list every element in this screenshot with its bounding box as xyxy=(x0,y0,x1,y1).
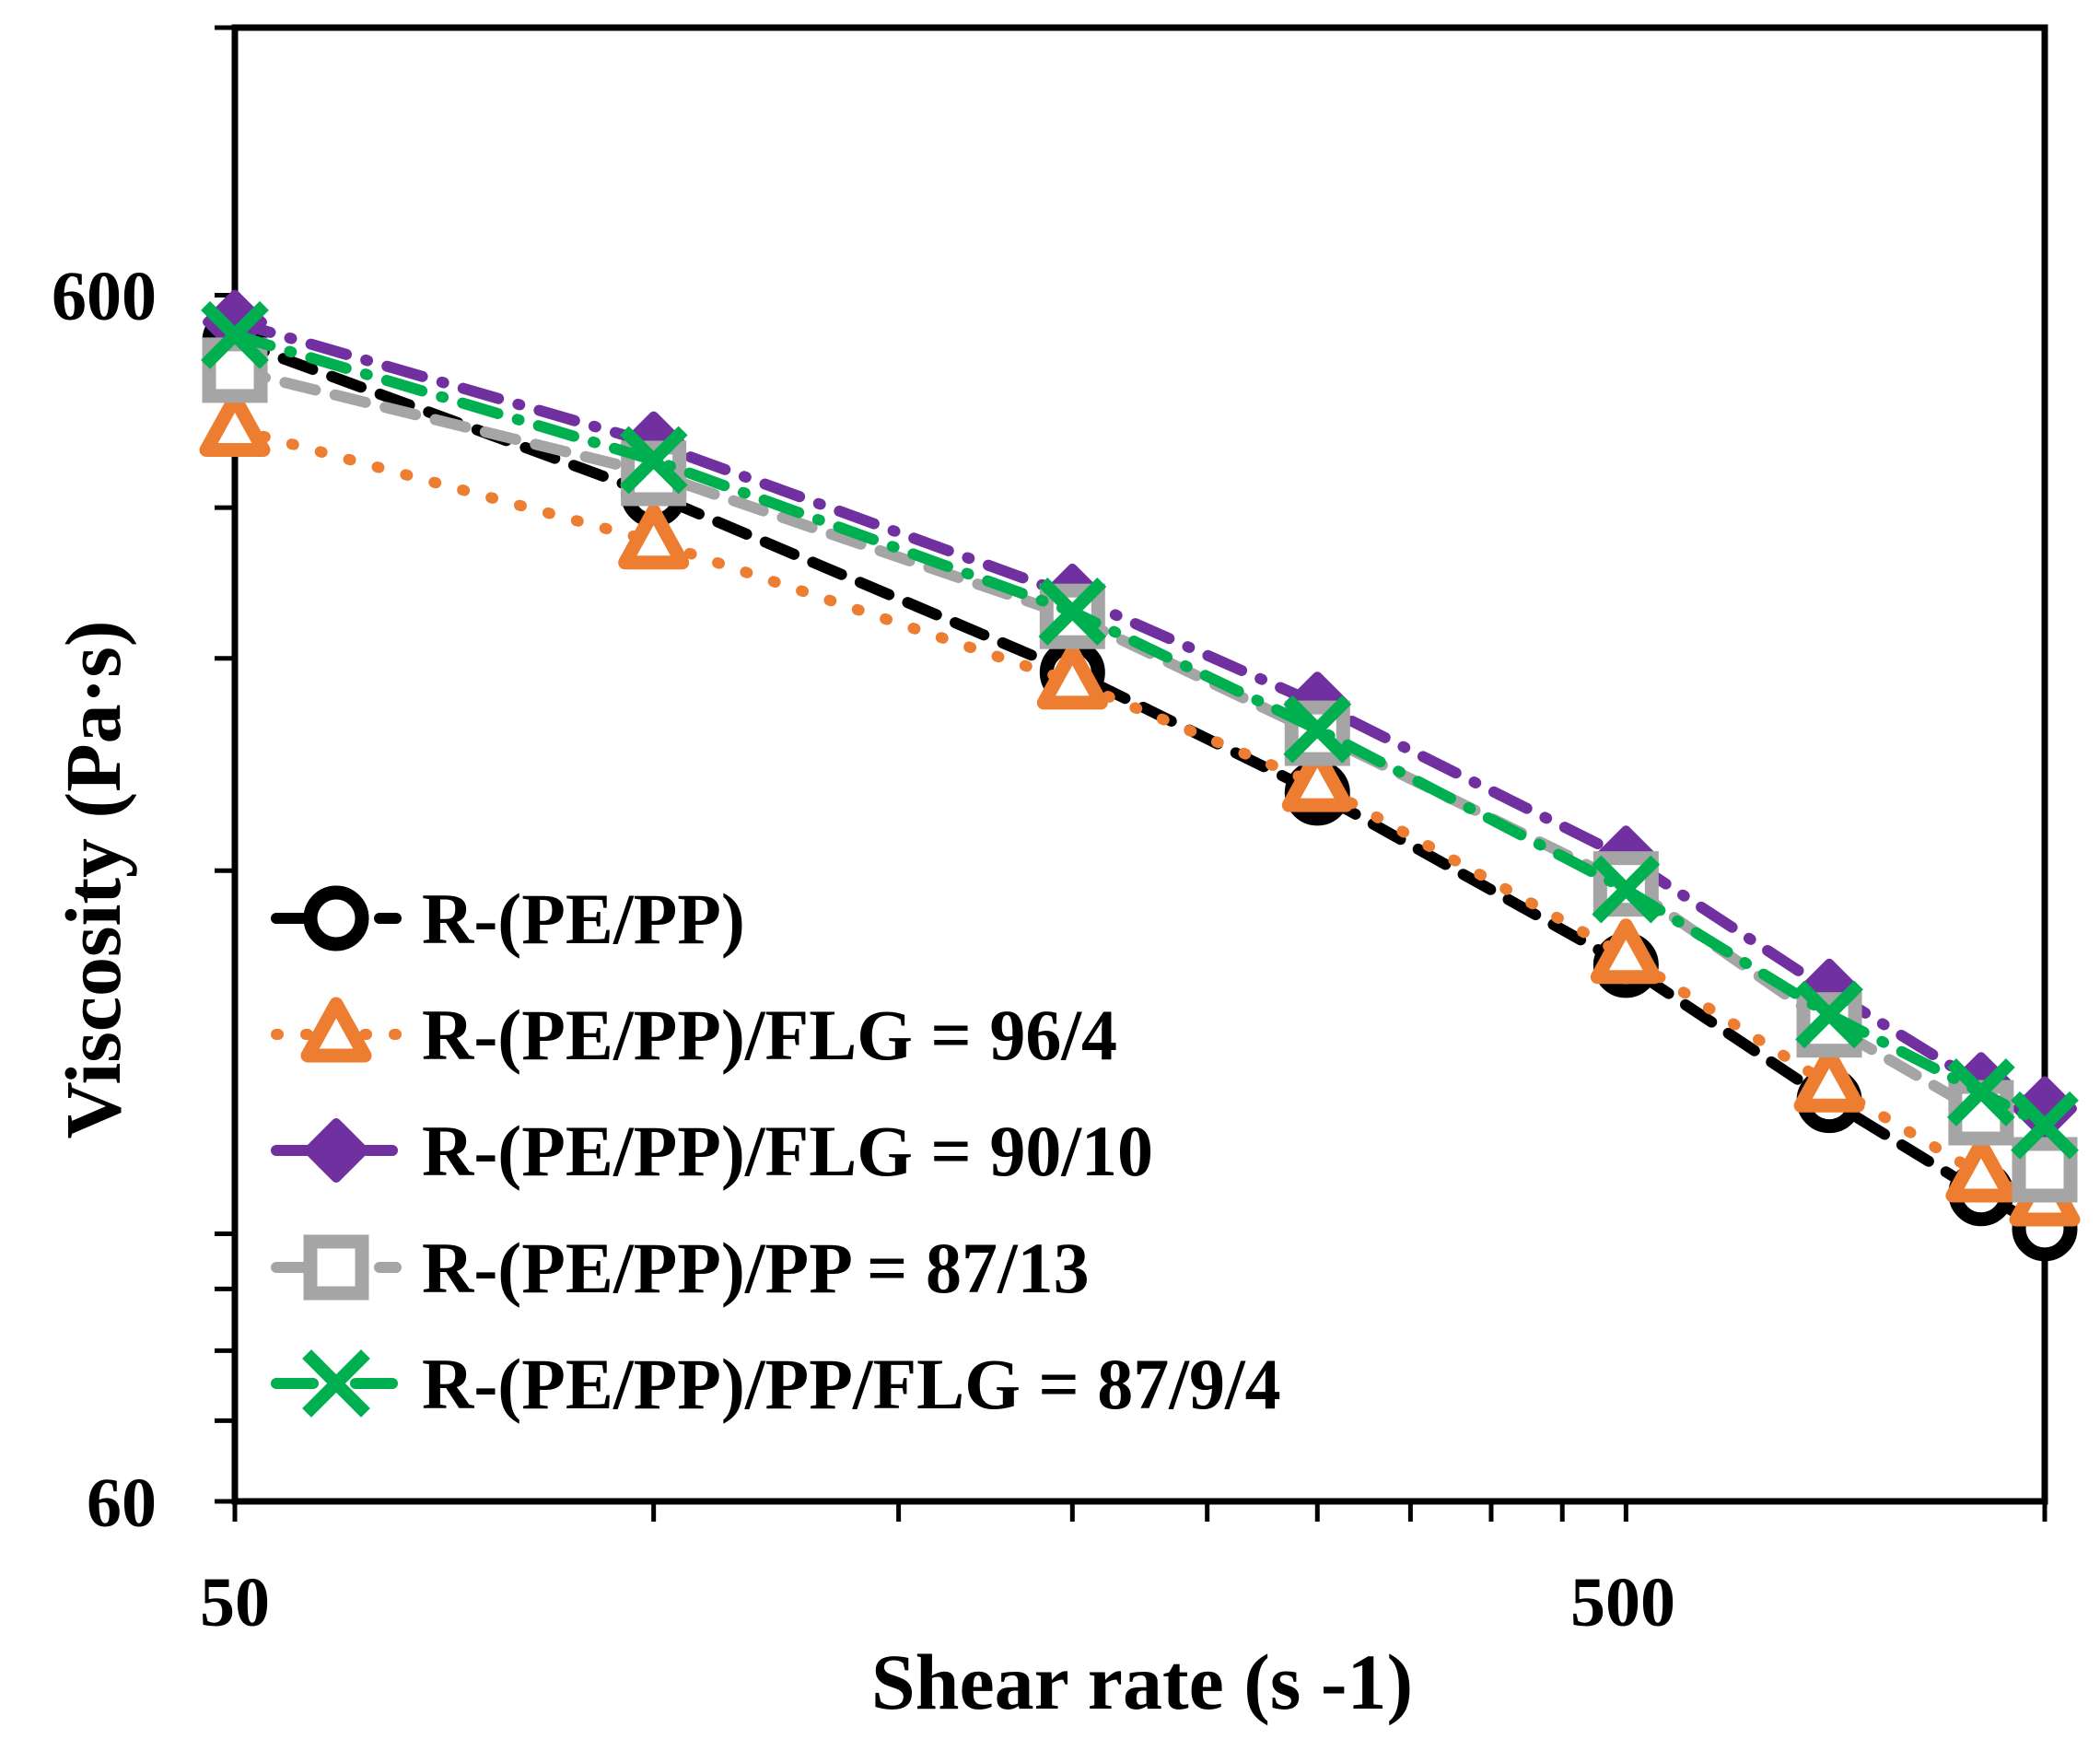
series-4-point-8 xyxy=(2012,1137,2078,1203)
series-2 xyxy=(199,391,2081,1227)
y-tick-label-600: 600 xyxy=(52,258,157,335)
series-5-point-6 xyxy=(1795,980,1863,1049)
legend-item-1: R-(PE/PP) xyxy=(271,879,745,959)
series-2-point-1 xyxy=(199,391,271,457)
plot-area xyxy=(231,24,2048,1505)
series-5-point-8 xyxy=(2011,1091,2079,1160)
legend-label-5: R-(PE/PP)/PP/FLG = 87/9/4 xyxy=(422,1344,1281,1424)
legend-item-4: R-(PE/PP)/PP = 87/13 xyxy=(271,1228,1090,1308)
legend-label-2: R-(PE/PP)/FLG = 96/4 xyxy=(422,995,1117,1075)
series-2-point-4 xyxy=(1281,746,1353,812)
series-2-point-6 xyxy=(1793,1046,1865,1113)
series-5-point-2 xyxy=(619,426,688,495)
y-tick-label-60: 60 xyxy=(87,1465,157,1542)
legend-marker-3 xyxy=(304,1118,368,1183)
series-5-point-4 xyxy=(1283,694,1352,764)
series-layer xyxy=(199,289,2081,1262)
series-2-point-3 xyxy=(1036,644,1108,710)
series-5-line xyxy=(229,329,2050,1131)
series-5-point-1 xyxy=(201,300,269,369)
y-axis-title: Viscosity (Pa·s) xyxy=(49,621,137,1139)
legend-item-2: R-(PE/PP)/FLG = 96/4 xyxy=(271,995,1117,1075)
legend-item-5: R-(PE/PP)/PP/FLG = 87/9/4 xyxy=(271,1344,1281,1424)
legend-marker-1 xyxy=(303,885,369,951)
legend-item-3: R-(PE/PP)/FLG = 90/10 xyxy=(271,1111,1153,1191)
legend-marker-4 xyxy=(303,1234,369,1301)
series-5-point-7 xyxy=(1946,1058,2015,1126)
legend-label-3: R-(PE/PP)/FLG = 90/10 xyxy=(422,1111,1153,1191)
series-5 xyxy=(201,300,2079,1160)
series-2-point-2 xyxy=(618,504,690,570)
series-2-line xyxy=(229,423,2050,1204)
x-tick-label-500: 500 xyxy=(1570,1564,1675,1641)
series-2-point-7 xyxy=(1945,1137,2017,1203)
legend-marker-2 xyxy=(300,997,372,1063)
legend-marker-5 xyxy=(302,1349,370,1418)
legend-label-4: R-(PE/PP)/PP = 87/13 xyxy=(422,1228,1090,1308)
series-5-point-5 xyxy=(1592,855,1661,924)
x-axis-title: Shear rate (s -1) xyxy=(871,1638,1413,1726)
series-5-point-3 xyxy=(1038,578,1107,646)
legend-label-1: R-(PE/PP) xyxy=(422,879,745,959)
x-tick-label-50: 50 xyxy=(200,1564,270,1641)
series-2-point-5 xyxy=(1590,918,1662,985)
legend: R-(PE/PP) R-(PE/PP)/FLG = 96/4 R-(PE/PP)/F… xyxy=(271,879,1281,1424)
